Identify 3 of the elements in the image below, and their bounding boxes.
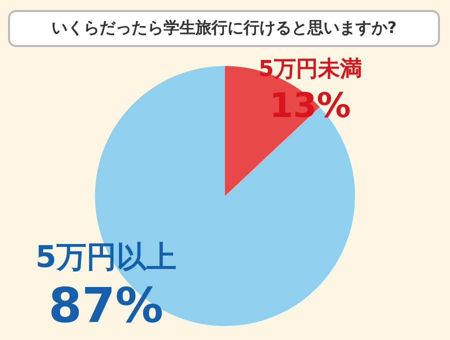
slice-label: 5万円以上 — [36, 240, 176, 276]
data-label: 87% — [48, 278, 164, 334]
chart-title: いくらだったら学生旅行に行けると思いますか? — [8, 10, 440, 47]
